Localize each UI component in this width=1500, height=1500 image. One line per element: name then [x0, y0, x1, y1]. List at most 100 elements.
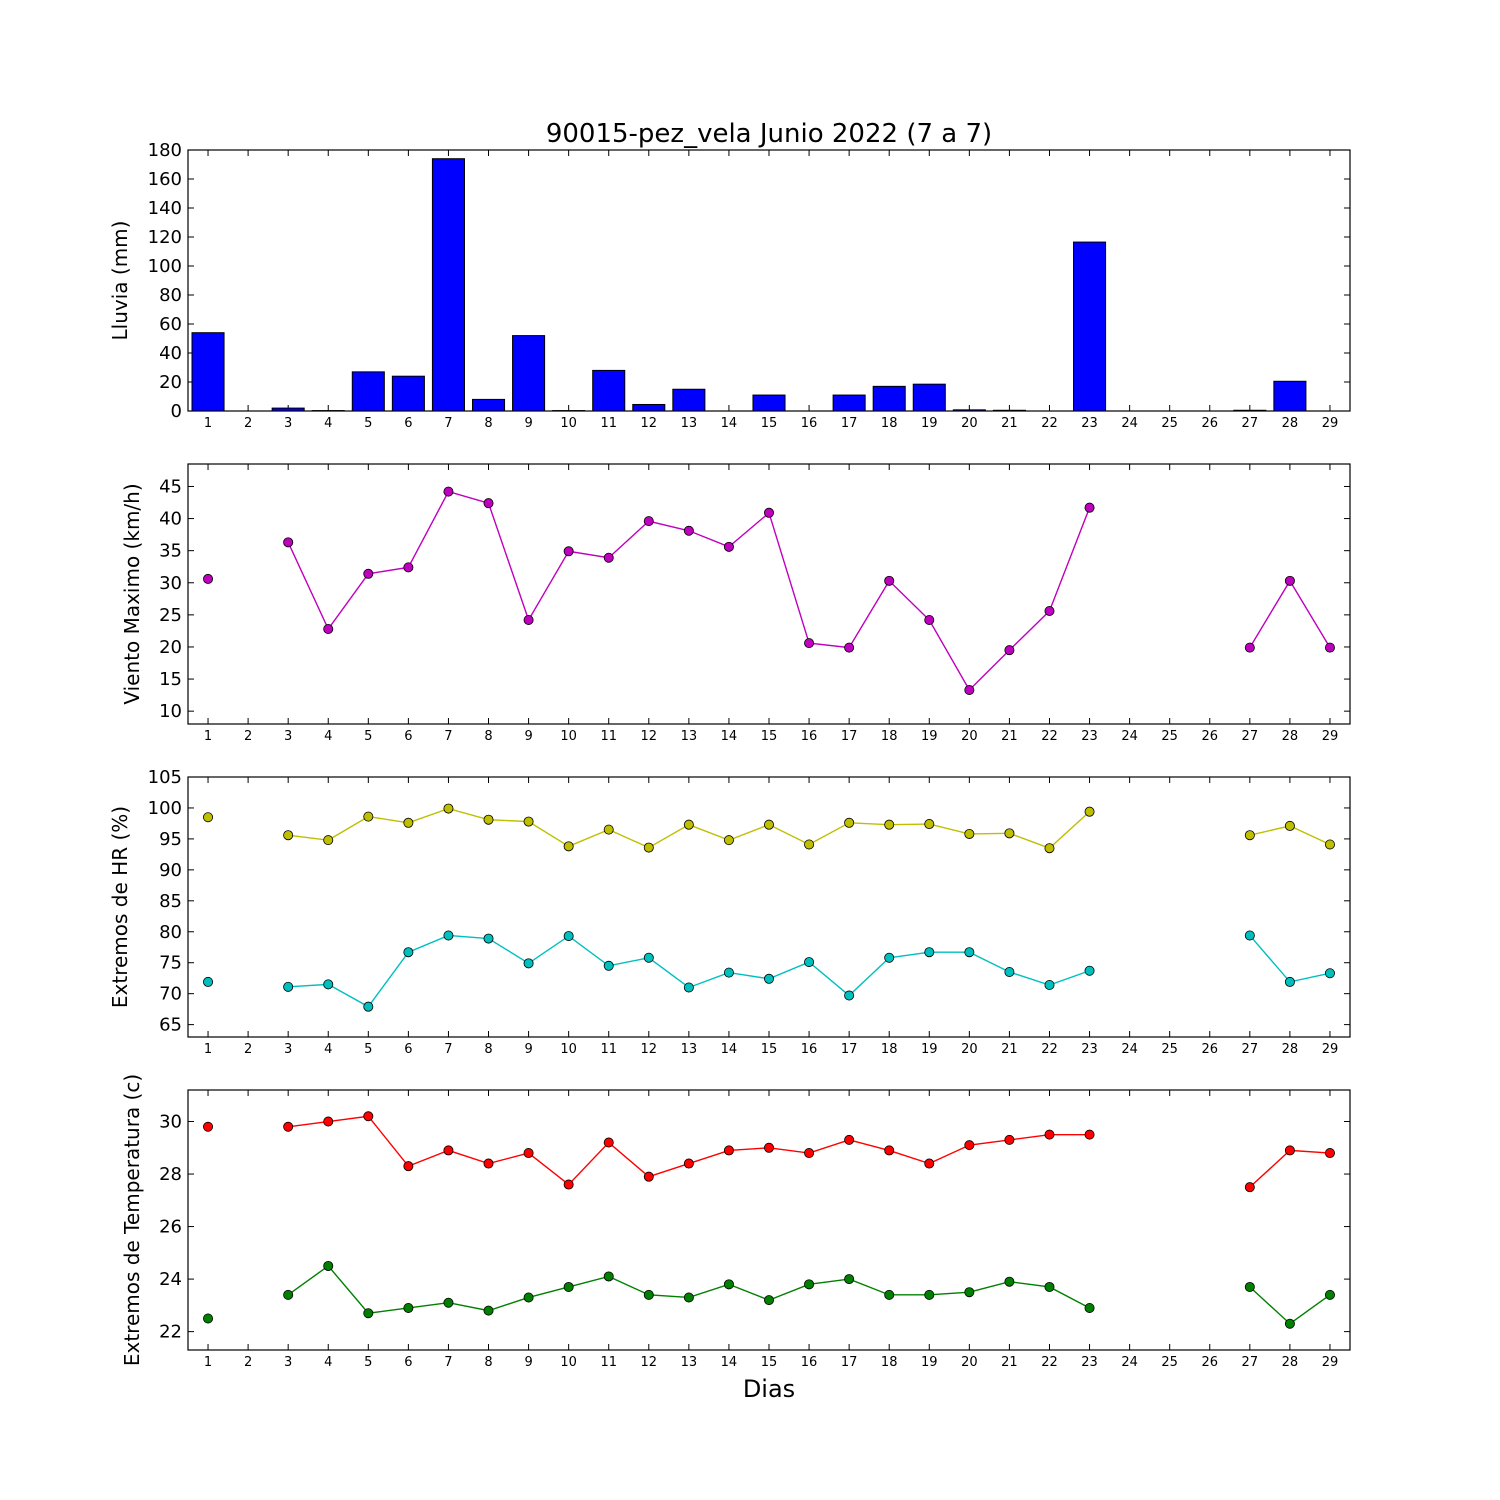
x-tick-label: 14 — [721, 1355, 738, 1370]
figure-title: 90015-pez_vela Junio 2022 (7 a 7) — [546, 119, 992, 149]
point-hr_min-day-16 — [804, 957, 815, 968]
y-tick-label: 24 — [159, 1269, 182, 1290]
point-hr_min-day-29 — [1324, 968, 1335, 979]
x-tick-label: 14 — [721, 416, 738, 431]
x-tick-label: 23 — [1081, 1355, 1098, 1370]
point-wind-day-1 — [203, 573, 214, 584]
rain-bar-day-20 — [952, 409, 986, 412]
x-tick-label: 29 — [1322, 416, 1339, 431]
x-tick-label: 20 — [961, 729, 978, 744]
point-t_max-day-15 — [764, 1142, 775, 1153]
point-wind-day-15 — [764, 507, 775, 518]
rain-bar-day-28 — [1273, 380, 1307, 412]
rain-bar-day-23 — [1073, 241, 1107, 412]
x-tick-label: 25 — [1161, 416, 1178, 431]
x-tick-label: 25 — [1161, 1042, 1178, 1057]
x-tick-label: 22 — [1041, 1042, 1058, 1057]
point-t_min-day-16 — [804, 1279, 815, 1290]
x-tick-label: 4 — [324, 1042, 332, 1057]
x-tick-label: 12 — [641, 729, 658, 744]
x-tick-label: 29 — [1322, 729, 1339, 744]
point-hr_max-day-6 — [403, 817, 414, 828]
point-t_max-day-20 — [964, 1140, 975, 1151]
point-t_max-day-27 — [1244, 1182, 1255, 1193]
x-tick-label: 27 — [1242, 416, 1259, 431]
point-hr_max-day-27 — [1244, 830, 1255, 841]
y-tick-label: 100 — [148, 798, 182, 819]
point-hr_max-day-9 — [523, 816, 534, 827]
x-tick-label: 14 — [721, 729, 738, 744]
x-tick-label: 12 — [641, 1042, 658, 1057]
x-tick-label: 18 — [881, 1042, 898, 1057]
rain-bar-day-6 — [391, 375, 425, 412]
x-tick-label: 21 — [1001, 1355, 1018, 1370]
x-tick-label: 19 — [921, 1042, 938, 1057]
point-hr_min-day-14 — [723, 967, 734, 978]
x-tick-label: 24 — [1121, 1042, 1138, 1057]
point-t_min-day-11 — [603, 1271, 614, 1282]
x-tick-label: 7 — [444, 416, 452, 431]
x-tick-label: 11 — [600, 1042, 617, 1057]
point-t_max-day-5 — [363, 1111, 374, 1122]
point-t_max-day-6 — [403, 1161, 414, 1172]
point-t_max-day-19 — [924, 1158, 935, 1169]
rain-bar-day-9 — [512, 335, 546, 412]
point-hr_min-day-10 — [563, 931, 574, 942]
point-hr_max-day-5 — [363, 811, 374, 822]
series-line-t_max — [1249, 1149, 1331, 1188]
point-wind-day-8 — [483, 498, 494, 509]
x-tick-label: 21 — [1001, 416, 1018, 431]
point-t_max-day-4 — [323, 1116, 334, 1127]
x-tick-label: 1 — [204, 729, 212, 744]
point-wind-day-3 — [283, 537, 294, 548]
point-t_max-day-3 — [283, 1121, 294, 1132]
y-axis-label: Viento Maximo (km/h) — [120, 483, 144, 704]
point-wind-day-17 — [844, 642, 855, 653]
point-hr_max-day-19 — [924, 819, 935, 830]
point-wind-day-5 — [363, 568, 374, 579]
x-tick-label: 27 — [1242, 1355, 1259, 1370]
x-tick-label: 3 — [284, 416, 292, 431]
y-tick-label: 45 — [159, 476, 182, 497]
rain-bar-day-7 — [431, 158, 465, 412]
x-tick-label: 22 — [1041, 729, 1058, 744]
point-t_min-day-18 — [884, 1289, 895, 1300]
point-wind-day-27 — [1244, 642, 1255, 653]
point-t_min-day-17 — [844, 1274, 855, 1285]
point-t_min-day-22 — [1044, 1281, 1055, 1292]
point-hr_max-day-28 — [1284, 820, 1295, 831]
x-tick-label: 26 — [1201, 1355, 1218, 1370]
point-hr_max-day-18 — [884, 819, 895, 830]
x-tick-label: 9 — [524, 729, 532, 744]
point-t_min-day-13 — [683, 1292, 694, 1303]
point-wind-day-16 — [804, 638, 815, 649]
y-tick-label: 28 — [159, 1164, 182, 1185]
x-tick-label: 5 — [364, 1042, 372, 1057]
rain-bar-day-21 — [992, 409, 1026, 412]
point-t_min-day-1 — [203, 1313, 214, 1324]
x-tick-label: 5 — [364, 729, 372, 744]
series-line-t_min — [1249, 1286, 1331, 1325]
point-t_max-day-14 — [723, 1145, 734, 1156]
x-tick-label: 13 — [681, 729, 698, 744]
x-tick-label: 6 — [404, 729, 412, 744]
point-wind-day-10 — [563, 546, 574, 557]
x-tick-label: 3 — [284, 1042, 292, 1057]
point-t_max-day-23 — [1084, 1129, 1095, 1140]
rain-bar-day-17 — [832, 394, 866, 412]
x-tick-label: 20 — [961, 1042, 978, 1057]
x-tick-label: 6 — [404, 1355, 412, 1370]
x-tick-label: 1 — [204, 1355, 212, 1370]
point-wind-day-23 — [1084, 502, 1095, 513]
rain-bar-day-1 — [191, 332, 225, 412]
point-t_max-day-9 — [523, 1148, 534, 1159]
x-tick-label: 19 — [921, 416, 938, 431]
y-tick-label: 0 — [171, 401, 182, 422]
x-tick-label: 25 — [1161, 1355, 1178, 1370]
y-tick-label: 40 — [159, 343, 182, 364]
y-tick-label: 120 — [148, 227, 182, 248]
point-hr_min-day-13 — [683, 982, 694, 993]
